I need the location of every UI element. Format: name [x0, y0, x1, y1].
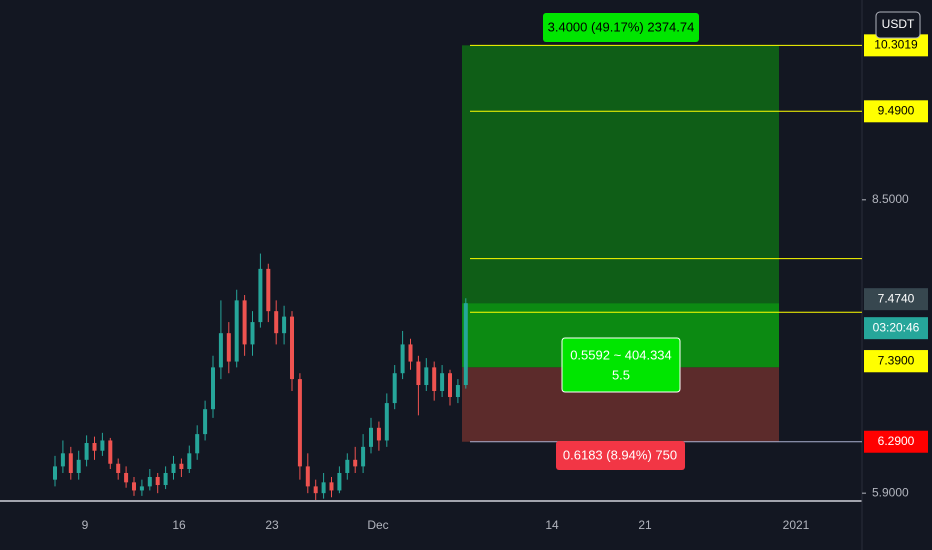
candle-body	[179, 463, 184, 470]
candle-body	[250, 322, 255, 345]
x-tick-label: 9	[82, 518, 89, 532]
candle-body	[53, 466, 57, 480]
x-tick-label: 23	[265, 518, 279, 532]
candle-body	[345, 459, 350, 473]
candle-body	[274, 311, 279, 334]
candle-body	[124, 472, 129, 483]
candle-body	[139, 486, 144, 491]
candle-body	[195, 434, 200, 454]
target-label: 3.4000 (49.17%) 2374.74	[548, 19, 695, 34]
candle-body	[226, 333, 231, 362]
candle-body	[408, 344, 413, 362]
candle-body	[455, 385, 460, 398]
candle-body	[337, 472, 342, 491]
candle-body	[329, 482, 334, 491]
candle-body	[353, 459, 358, 467]
candle-body	[187, 453, 192, 470]
candle-body	[132, 482, 136, 491]
x-tick-label: Dec	[367, 518, 388, 532]
candle-body	[440, 373, 445, 392]
price-tag-bg	[864, 350, 928, 373]
x-tick-label: 2021	[783, 518, 810, 532]
candle-body	[463, 303, 468, 386]
target-tag-bg	[864, 34, 928, 57]
target-label-bg	[543, 13, 699, 42]
countdown-tag-bg	[864, 317, 928, 340]
currency-button[interactable]	[875, 11, 921, 39]
candle-body	[305, 466, 310, 487]
candle-body	[384, 403, 389, 441]
candle-body	[369, 427, 373, 447]
profit-zone	[462, 45, 779, 304]
candle-body	[76, 459, 81, 473]
candle-body	[211, 367, 215, 410]
qty-label: 5.5	[612, 367, 630, 382]
candle-body	[242, 300, 247, 345]
price-tag-bg	[864, 100, 928, 123]
stop-label-bg	[556, 441, 685, 470]
candle-body	[60, 453, 65, 467]
candle-body	[361, 446, 366, 467]
candle-body	[376, 427, 381, 441]
y-tick-label: 8.5000	[872, 192, 909, 206]
x-tick-label: 14	[545, 518, 559, 532]
x-tick-label: 16	[172, 518, 186, 532]
current-price-tag: 7.4740	[878, 291, 915, 305]
candle-body	[258, 268, 263, 323]
ratio-label-bg	[561, 337, 681, 393]
candle-body	[203, 409, 208, 435]
candle-body	[400, 344, 405, 374]
countdown-tag: 03:20:46	[873, 320, 920, 334]
candle-body	[416, 361, 421, 386]
candle-body	[155, 476, 160, 486]
stop-tag: 6.2900	[878, 434, 915, 448]
candle-body	[234, 300, 239, 362]
candle-body	[92, 443, 97, 451]
current-price-tag-bg	[864, 288, 928, 311]
price-tag: 7.3900	[878, 353, 915, 367]
candle-body	[218, 333, 223, 368]
ratio-label: 0.5592 ~ 404.334	[570, 347, 672, 362]
candle-body	[321, 482, 326, 494]
candle-body	[432, 367, 437, 392]
price-tag: 9.4900	[878, 103, 915, 117]
candle-body	[147, 476, 152, 487]
candle-body	[448, 373, 452, 398]
candle-body	[100, 440, 105, 451]
x-tick-label: 21	[638, 518, 652, 532]
currency-label: USDT	[882, 17, 915, 31]
candle-body	[282, 316, 287, 334]
candle-body	[290, 316, 294, 380]
candle-body	[297, 379, 302, 467]
candle-body	[313, 486, 318, 494]
stop-label: 0.6183 (8.94%) 750	[563, 447, 677, 462]
stop-tag-bg	[864, 430, 928, 453]
candle-body	[163, 472, 168, 486]
y-tick-label: 5.9000	[872, 485, 909, 499]
candle-body	[392, 373, 397, 404]
candle-body	[171, 463, 176, 473]
candle-body	[424, 367, 429, 386]
candle-body	[116, 463, 121, 473]
candle-body	[68, 453, 73, 473]
target-tag: 10.3019	[874, 38, 918, 52]
candle-body	[108, 440, 113, 464]
candle-body	[84, 443, 89, 460]
candle-body	[266, 268, 271, 312]
